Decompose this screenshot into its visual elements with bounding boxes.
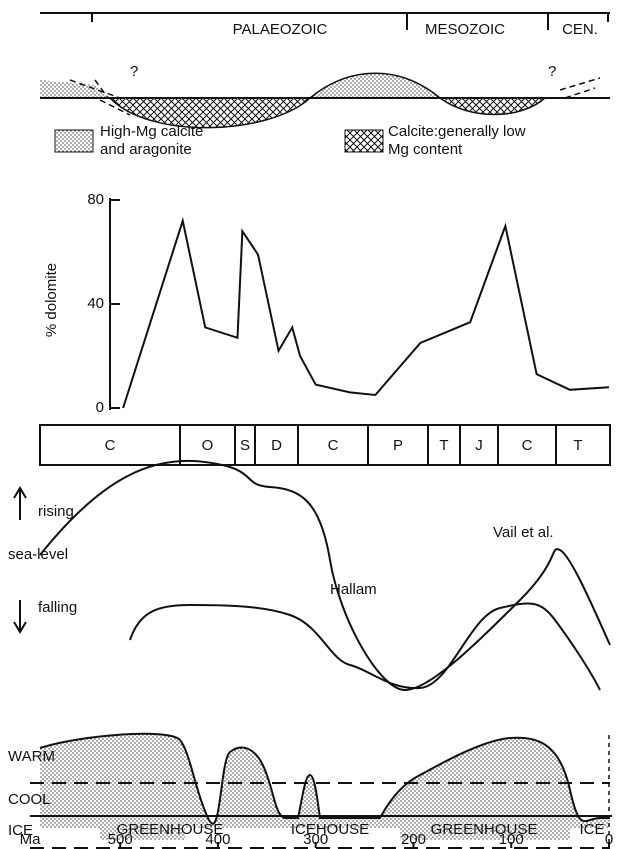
period-label: P	[393, 437, 403, 454]
dolomite-line	[122, 216, 610, 409]
legend-text: Mg content	[388, 141, 463, 158]
period-label: C	[522, 437, 533, 454]
x-tick-label: 300	[303, 831, 328, 848]
sea-level-text: falling	[38, 599, 77, 616]
period-label: C	[105, 437, 116, 454]
legend-swatch	[54, 129, 94, 153]
question-mark: ?	[548, 63, 556, 80]
period-label: S	[240, 437, 250, 454]
x-axis-label: Ma	[20, 831, 41, 848]
y-tick-label: 0	[96, 399, 104, 416]
climate-state: GREENHOUSE	[117, 821, 224, 838]
mineralogy: ? ? High-Mg calcite and aragonite Calcit…	[40, 63, 610, 158]
y-tick-label: 80	[87, 191, 104, 208]
legend-text: and aragonite	[100, 141, 192, 158]
x-tick-label: 500	[108, 831, 133, 848]
climate-level: COOL	[8, 791, 51, 808]
period-label: D	[271, 437, 282, 454]
climate-state: ICEHOUSE	[291, 821, 369, 838]
era-label: MESOZOIC	[425, 21, 505, 38]
period-label: T	[573, 437, 582, 454]
sea-level: rising sea-level falling Hallam Vail et …	[8, 459, 611, 692]
y-tick-label: 40	[87, 295, 104, 312]
legend-swatch	[344, 129, 384, 153]
sea-level-text: sea-level	[8, 546, 68, 563]
x-tick-label: 400	[205, 831, 230, 848]
climate-level: ICE	[8, 822, 33, 839]
y-axis-label: % dolomite	[43, 263, 60, 337]
period-label: J	[475, 437, 483, 454]
climate-state: ICE	[579, 821, 604, 838]
x-tick-label: 200	[401, 831, 426, 848]
period-label: O	[202, 437, 214, 454]
curve-label: Hallam	[330, 581, 377, 598]
era-band: PALAEOZOIC MESOZOIC CEN.	[40, 12, 610, 38]
era-label: CEN.	[562, 21, 598, 38]
climate-level: WARM	[8, 748, 55, 765]
x-tick-label: 100	[499, 831, 524, 848]
climate-state: GREENHOUSE	[431, 821, 538, 838]
climate: WARM COOL ICE GREENHOUSE ICEHOUSE GREENH…	[8, 732, 612, 849]
legend-text: High-Mg calcite	[100, 123, 203, 140]
x-tick-label: 0	[605, 831, 613, 848]
era-label: PALAEOZOIC	[233, 21, 328, 38]
sea-level-text: rising	[38, 503, 74, 520]
question-mark: ?	[130, 63, 138, 80]
curve-label: Vail et al.	[493, 524, 554, 541]
legend-text: Calcite:generally low	[388, 123, 526, 140]
period-label: T	[439, 437, 448, 454]
period-label: C	[328, 437, 339, 454]
